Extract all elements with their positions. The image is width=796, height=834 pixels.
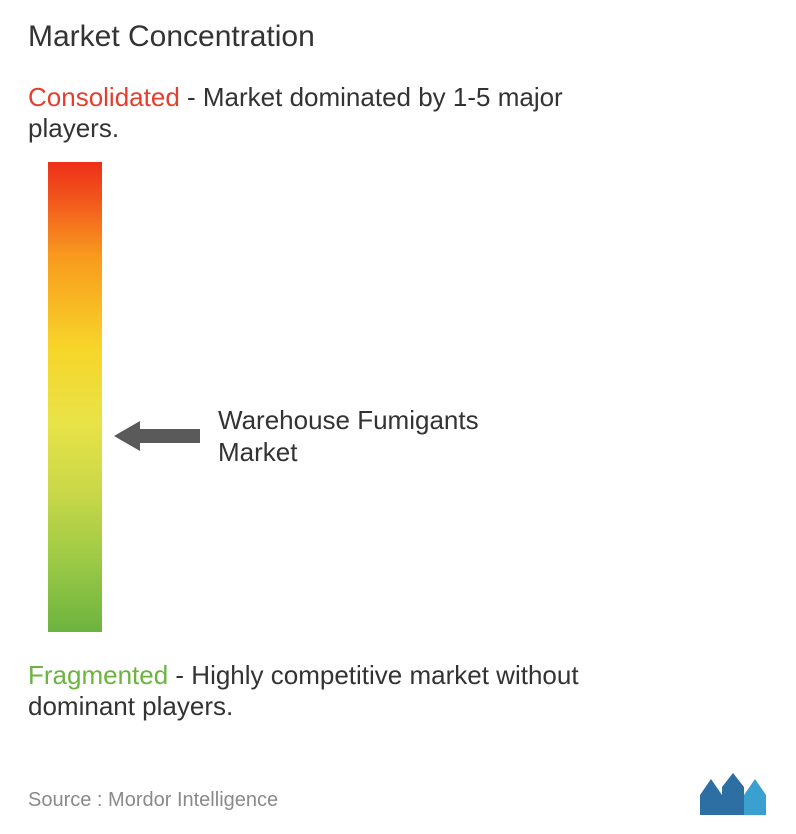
source-attribution: Source : Mordor Intelligence bbox=[28, 789, 278, 812]
fragmented-desc-line1: - Highly competitive market without bbox=[168, 660, 578, 690]
market-name-line1: Warehouse Fumigants bbox=[218, 405, 479, 435]
fragmented-term: Fragmented bbox=[28, 660, 168, 690]
consolidated-label-block: Consolidated - Market dominated by 1-5 m… bbox=[28, 82, 768, 144]
consolidated-desc-line2: players. bbox=[28, 113, 768, 144]
market-name-label: Warehouse Fumigants Market bbox=[218, 404, 479, 469]
fragmented-desc-line2: dominant players. bbox=[28, 691, 768, 722]
mordor-logo bbox=[700, 773, 766, 820]
consolidated-term: Consolidated bbox=[28, 82, 180, 112]
scale-gradient-bar bbox=[48, 162, 102, 632]
fragmented-label-block: Fragmented - Highly competitive market w… bbox=[28, 660, 768, 722]
market-position-marker: Warehouse Fumigants Market bbox=[114, 404, 479, 469]
market-name-line2: Market bbox=[218, 437, 297, 467]
page-title: Market Concentration bbox=[28, 20, 768, 54]
consolidated-desc-line1: - Market dominated by 1-5 major bbox=[180, 82, 563, 112]
concentration-scale-chart: Warehouse Fumigants Market bbox=[28, 162, 768, 642]
arrow-left-icon bbox=[114, 419, 200, 453]
